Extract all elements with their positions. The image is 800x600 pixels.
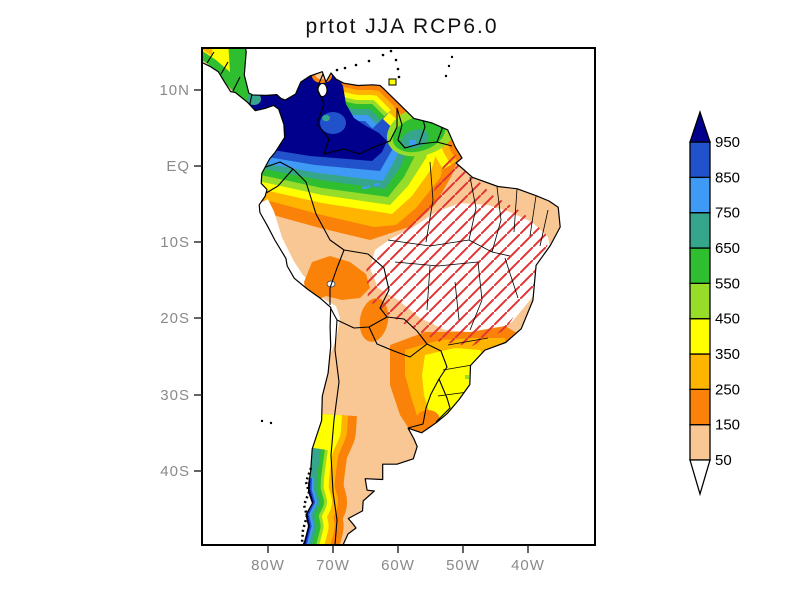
islands (260, 49, 454, 425)
island-dot (396, 67, 400, 71)
border-line (329, 249, 345, 305)
border-line (454, 281, 460, 321)
border-line (513, 188, 518, 233)
contour-region (203, 49, 213, 56)
colorbar-segment (689, 388, 711, 426)
island-dot (269, 421, 273, 425)
border-line (232, 76, 241, 92)
border-line (323, 108, 398, 155)
border-line (262, 161, 294, 170)
island-dot (447, 64, 451, 68)
y-tick-label: 20S (160, 310, 190, 327)
border-line (386, 316, 428, 345)
y-tick-label: EQ (166, 158, 190, 175)
coastline (203, 49, 561, 544)
colorbar-tick-label: 250 (715, 381, 740, 398)
colorbar-tick-label: 50 (715, 452, 732, 469)
x-axis: 80W 70W 60W 50W 40W (251, 545, 545, 574)
x-tick-label: 80W (251, 557, 285, 574)
colorbar-tick-label: 850 (715, 169, 740, 186)
colorbar-tick-label: 150 (715, 417, 740, 434)
border-line (206, 51, 215, 64)
island-trinidad (388, 78, 397, 86)
colorbar: 50 150 250 350 450 550 650 750 850 950 (689, 109, 740, 497)
border-line (435, 378, 451, 423)
island-dot (343, 66, 347, 70)
colorbar-upper-arrow (689, 109, 711, 143)
border-line (491, 186, 502, 253)
island-dot (335, 68, 339, 72)
x-tick-label: 70W (316, 557, 350, 574)
island-dot (367, 59, 371, 63)
island-dot (381, 53, 385, 57)
border-line (447, 337, 489, 346)
chart-title: prtot JJA RCP6.0 (305, 15, 498, 38)
colorbar-segment (689, 141, 711, 179)
border-line (469, 261, 483, 331)
y-tick-label: 30S (160, 387, 190, 404)
colorbar-tick-label: 550 (715, 275, 740, 292)
border-line (343, 249, 390, 318)
border-line (468, 176, 477, 241)
x-tick-label: 40W (511, 557, 545, 574)
state-borders (387, 161, 549, 397)
border-line (504, 257, 519, 299)
colorbar-segment (689, 282, 711, 320)
y-tick-label: 10S (160, 234, 190, 251)
y-axis: 10N EQ 10S 20S 30S 40S (159, 82, 202, 480)
border-line (529, 195, 537, 237)
y-tick-label: 40S (160, 463, 190, 480)
colorbar-tick-label: 950 (715, 134, 740, 151)
contour-region (304, 256, 370, 300)
border-line (387, 239, 470, 247)
border-line (330, 319, 340, 544)
colorbar-segment (689, 212, 711, 249)
border-line (539, 209, 549, 247)
border-line (437, 391, 469, 397)
border-line (426, 343, 448, 380)
colorbar-tick-label: 450 (715, 311, 740, 328)
island-dot (444, 74, 448, 78)
island-dot (394, 58, 398, 62)
x-tick-label: 50W (446, 557, 480, 574)
x-tick-label: 60W (381, 557, 415, 574)
border-line (316, 73, 330, 155)
border-line (394, 261, 479, 267)
hatch-overlay (366, 150, 548, 346)
border-line (425, 161, 434, 243)
border-line (407, 378, 440, 429)
colorbar-lower-arrow (689, 459, 711, 497)
colorbar-tick-label: 650 (715, 240, 740, 257)
colorbar-tick-label: 750 (715, 205, 740, 222)
colorbar-tick-label: 350 (715, 346, 740, 363)
border-line (329, 306, 388, 329)
border-line (220, 61, 229, 75)
contour-region (203, 49, 230, 72)
border-line (468, 239, 511, 257)
island-dot (260, 419, 264, 423)
country-borders (206, 51, 453, 544)
island-dot (354, 63, 358, 67)
contour-region (362, 185, 371, 190)
border-line (368, 326, 428, 358)
colorbar-segment (689, 247, 711, 285)
contour-region (465, 375, 469, 379)
island-dot (389, 49, 393, 53)
colorbar-segment (689, 353, 711, 390)
border-line (292, 168, 345, 251)
colorbar-segment (689, 424, 711, 461)
fjord-coast (300, 467, 313, 544)
border-line (397, 139, 453, 149)
contour-region (409, 140, 416, 145)
colorbar-segment (689, 318, 711, 355)
colorbar-segment (689, 176, 711, 214)
island-dot (397, 75, 401, 79)
border-line (426, 265, 431, 311)
contour-region (322, 114, 330, 122)
island-dot (450, 55, 454, 59)
y-tick-label: 10N (159, 82, 190, 99)
contour-region (373, 182, 381, 187)
